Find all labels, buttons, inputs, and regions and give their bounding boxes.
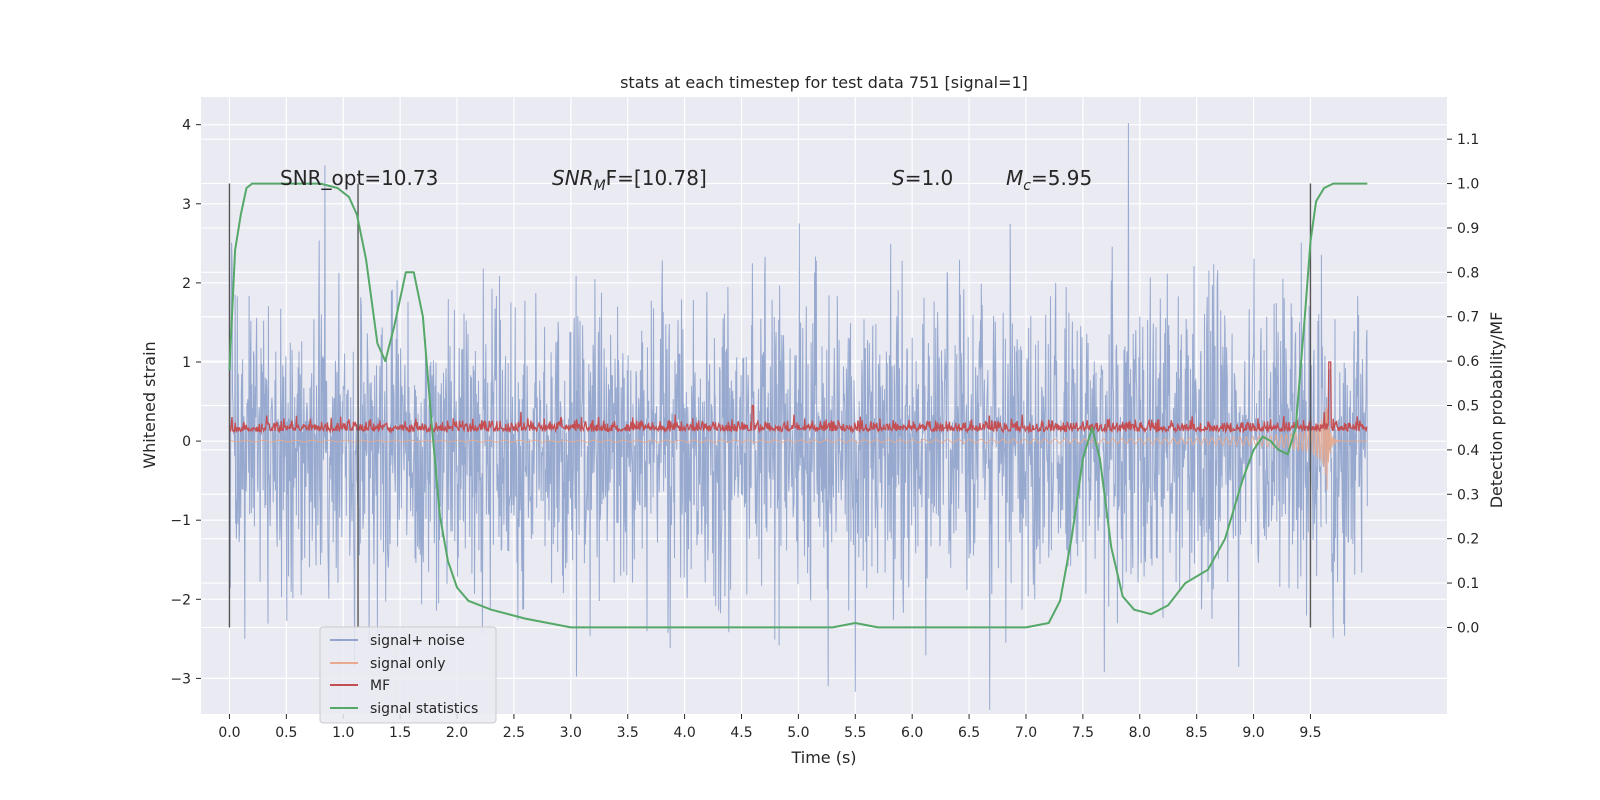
s-label: S xyxy=(892,166,905,190)
y2-tick-label: 0.7 xyxy=(1457,310,1479,326)
y2-tick-label: 0.1 xyxy=(1457,576,1479,592)
signal-statistics-line xyxy=(228,182,1368,629)
x-tick-label: 1.0 xyxy=(332,725,354,741)
y-tick-label: 3 xyxy=(182,197,191,213)
y-axis-ticks: 4 3 2 1 0 −1 −2 −3 xyxy=(170,118,201,687)
y2-tick-label: 0.8 xyxy=(1457,265,1479,281)
y-tick-label: −1 xyxy=(170,513,191,529)
y-tick-label: −3 xyxy=(170,671,191,687)
x-tick-label: 6.5 xyxy=(958,725,980,741)
snr-mf-suffix: F=[10.78] xyxy=(606,166,707,190)
x-tick-label: 4.5 xyxy=(730,725,752,741)
segment-boundaries xyxy=(228,183,1312,628)
legend: signal+ noise signal only MF signal stat… xyxy=(319,626,497,724)
chart-title: stats at each timestep for test data 751… xyxy=(620,73,1028,92)
mf-series xyxy=(228,361,1368,435)
x-tick-label: 9.0 xyxy=(1242,725,1264,741)
mf-line xyxy=(228,361,1368,435)
x-tick-label: 2.0 xyxy=(446,725,468,741)
y-tick-label: 0 xyxy=(182,434,191,450)
x-tick-label: 0.5 xyxy=(275,725,297,741)
snr-mf-prefix: SNR xyxy=(552,166,594,190)
signal-noise-line xyxy=(228,123,1368,711)
y2-tick-label: 0.4 xyxy=(1457,443,1479,459)
y-tick-label: 4 xyxy=(182,118,191,134)
x-axis-ticks: 0.0 0.5 1.0 1.5 2.0 2.5 3.0 3.5 4.0 4.5 5.0 5.5 6.0 6… xyxy=(218,714,1322,741)
y2-tick-label: 0.2 xyxy=(1457,532,1479,548)
y-tick-label: 1 xyxy=(182,355,191,371)
mc-subscript: c xyxy=(1023,178,1031,194)
signal-statistics-series xyxy=(228,182,1368,629)
signal-only-series xyxy=(229,406,1368,491)
annotation-mc: Mc=5.95 xyxy=(1006,166,1092,194)
y-tick-label: −2 xyxy=(170,592,191,608)
x-tick-label: 9.5 xyxy=(1299,725,1321,741)
x-tick-label: 5.0 xyxy=(787,725,809,741)
x-tick-label: 0.0 xyxy=(218,725,240,741)
y2-tick-label: 1.0 xyxy=(1457,177,1479,193)
y2-tick-label: 0.3 xyxy=(1457,487,1479,503)
y2-tick-label: 0.6 xyxy=(1457,354,1479,370)
y2-tick-label: 0.5 xyxy=(1457,399,1479,415)
legend-label-signal-only: signal only xyxy=(370,656,445,672)
y2-tick-label: 1.1 xyxy=(1457,132,1479,148)
y2-tick-label: 0.9 xyxy=(1457,221,1479,237)
annotation-snr-opt: SNR_opt=10.73 xyxy=(280,166,438,190)
legend-box xyxy=(319,626,497,724)
legend-label-signal-noise: signal+ noise xyxy=(370,633,465,649)
s-value: =1.0 xyxy=(905,166,954,190)
legend-label-mf: MF xyxy=(370,678,390,694)
annotation-s: S=1.0 xyxy=(892,166,953,190)
x-tick-label: 7.0 xyxy=(1015,725,1037,741)
x-axis-label: Time (s) xyxy=(790,748,856,767)
mc-value: =5.95 xyxy=(1031,166,1092,190)
snr-mf-subscript: M xyxy=(594,178,606,194)
x-tick-label: 5.5 xyxy=(844,725,866,741)
y2-axis-label: Detection probability/MF xyxy=(1487,312,1506,509)
mc-label: M xyxy=(1006,166,1023,190)
x-tick-label: 8.0 xyxy=(1129,725,1151,741)
annotation-snr-mf: SNRMF=[10.78] xyxy=(552,166,707,194)
legend-label-signal-statistics: signal statistics xyxy=(370,701,478,717)
y-axis-label: Whitened strain xyxy=(140,341,159,468)
x-tick-label: 2.5 xyxy=(503,725,525,741)
x-tick-label: 3.5 xyxy=(617,725,639,741)
x-tick-label: 7.5 xyxy=(1072,725,1094,741)
x-tick-label: 6.0 xyxy=(901,725,923,741)
y2-tick-label: 0.0 xyxy=(1457,620,1479,636)
signal-noise-series xyxy=(228,123,1368,711)
x-tick-label: 4.0 xyxy=(673,725,695,741)
y-tick-label: 2 xyxy=(182,276,191,292)
y2-axis-ticks: 1.1 1.0 0.9 0.8 0.7 0.6 0.5 0.4 0.3 0.2 0.1 0.0 xyxy=(1447,132,1479,636)
signal-only-line xyxy=(229,406,1368,491)
x-tick-label: 3.0 xyxy=(560,725,582,741)
x-tick-label: 1.5 xyxy=(389,725,411,741)
x-tick-label: 8.5 xyxy=(1186,725,1208,741)
